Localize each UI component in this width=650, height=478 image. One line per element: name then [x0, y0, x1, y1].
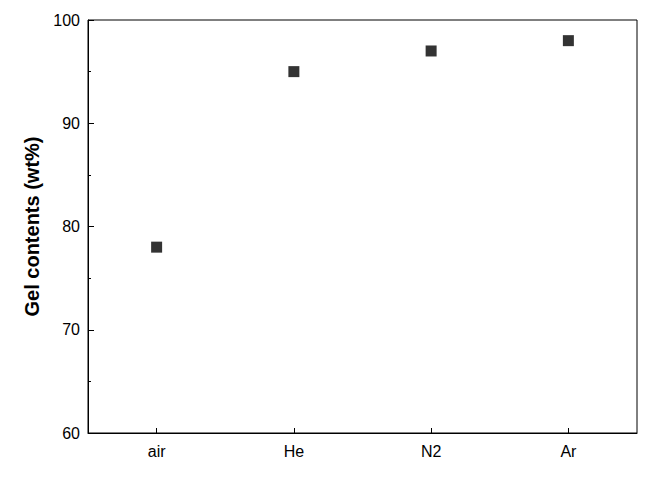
svg-text:70: 70	[62, 321, 80, 338]
svg-text:Gel contents (wt%): Gel contents (wt%)	[21, 136, 43, 316]
svg-text:60: 60	[62, 425, 80, 442]
svg-text:100: 100	[53, 12, 80, 29]
svg-text:air: air	[148, 443, 166, 460]
svg-text:Ar: Ar	[560, 443, 577, 460]
svg-text:N2: N2	[421, 443, 442, 460]
svg-text:He: He	[284, 443, 305, 460]
svg-text:80: 80	[62, 218, 80, 235]
svg-text:90: 90	[62, 115, 80, 132]
